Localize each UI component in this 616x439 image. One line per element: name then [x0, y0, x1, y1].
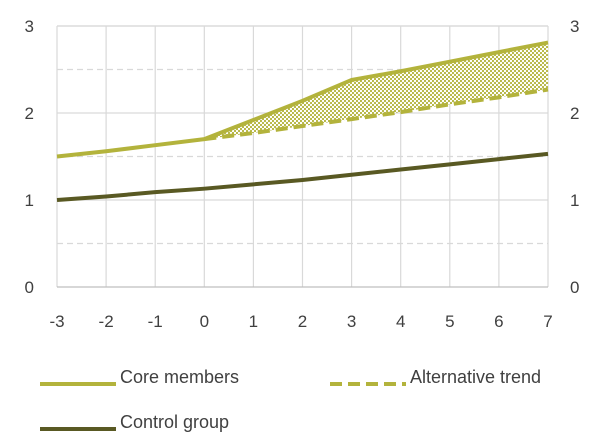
legend-item-core-members: Core members [40, 367, 239, 388]
y-tick-label-2: 2 [25, 104, 34, 123]
x-tick-label--2: -2 [99, 312, 114, 331]
shaded-area [204, 42, 549, 140]
series-lines [56, 40, 549, 202]
legend-item-control-group: Control group [40, 412, 229, 433]
x-tick-label-5: 5 [445, 312, 454, 331]
y2-tick-label-0: 0 [570, 278, 579, 297]
x-tick-label-6: 6 [494, 312, 503, 331]
x-tick-label-3: 3 [347, 312, 356, 331]
y2-tick-label-3: 3 [570, 17, 579, 36]
y-tick-label-3: 3 [25, 17, 34, 36]
shaded-area-fill [204, 42, 549, 140]
legend-swatch-alternative-trend [330, 373, 406, 386]
legend-label-alternative-trend: Alternative trend [410, 367, 542, 387]
legend-label-core-members: Core members [120, 367, 240, 387]
y2-tick-label-2: 2 [570, 104, 579, 123]
control-group-line [56, 151, 549, 202]
x-tick-label-4: 4 [396, 312, 405, 331]
core-members-line [56, 40, 549, 159]
alternative-trend-line [204, 87, 549, 142]
x-tick-label-1: 1 [249, 312, 258, 331]
legend-swatch-core-members [40, 373, 116, 386]
axes [57, 25, 548, 288]
x-tick-label--1: -1 [148, 312, 163, 331]
y2-tick-label-1: 1 [570, 191, 579, 210]
x-tick-label-2: 2 [298, 312, 307, 331]
legend-label-control-group: Control group [120, 412, 230, 432]
x-tick-label-0: 0 [200, 312, 209, 331]
legend-swatch-control-group [40, 418, 116, 431]
x-tick-label-7: 7 [543, 312, 552, 331]
x-tick-label--3: -3 [49, 312, 64, 331]
tick-labels: 0 1 2 3 0 1 2 3 -3 -2 -1 0 1 2 3 4 5 6 7 [25, 17, 580, 331]
y-tick-label-1: 1 [25, 191, 34, 210]
legend-item-alternative-trend: Alternative trend [330, 367, 541, 388]
y-tick-label-0: 0 [25, 278, 34, 297]
